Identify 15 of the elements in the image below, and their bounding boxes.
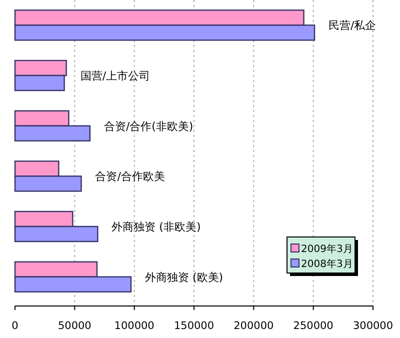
y-tick-label: 外商独资 (欧美) [144,270,224,284]
legend-label: 2008年3月 [301,258,353,270]
x-tick-label: 100000 [114,320,154,332]
y-tick-label: 民营/私企 [328,19,376,32]
legend-label: 2009年3月 [301,243,353,255]
x-tick-label: 250000 [293,320,334,332]
x-tick-label: 50000 [58,320,92,332]
x-tick-label: 150000 [174,320,214,332]
y-tick-label: 外商独资 (非欧美) [112,220,201,234]
y-tick-label: 合资/合作欧美 [95,170,165,184]
y-tick-label: 合资/合作(非欧美) [104,120,194,133]
x-tick-label: 300000 [352,320,394,332]
y-tick-label: 国营/上市公司 [80,70,150,82]
x-tick-label: 200000 [234,320,274,332]
x-tick-label: 0 [12,320,18,332]
